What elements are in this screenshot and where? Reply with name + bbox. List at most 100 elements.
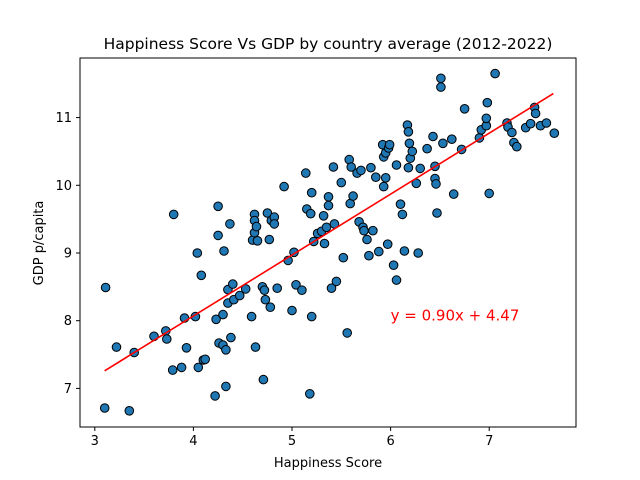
data-point (168, 209, 179, 220)
data-point (378, 181, 389, 192)
data-point (305, 389, 315, 399)
data-point (287, 305, 297, 316)
data-point (250, 342, 261, 352)
data-point (240, 284, 251, 294)
y-tick-label: 7 (64, 382, 72, 397)
data-point (323, 192, 334, 202)
data-point (342, 328, 353, 338)
data-point (306, 311, 317, 322)
data-point (403, 127, 414, 137)
data-point (397, 209, 408, 220)
data-point (447, 134, 457, 144)
data-point (265, 302, 276, 313)
x-tick-label: 7 (485, 434, 493, 449)
regression-line (104, 92, 554, 372)
data-point (346, 162, 357, 172)
data-point (279, 181, 289, 192)
data-point (111, 342, 122, 352)
x-tick-label: 6 (386, 434, 394, 449)
data-point (259, 285, 270, 296)
data-point (436, 82, 446, 92)
data-point (323, 200, 334, 211)
data-point (431, 179, 441, 189)
data-point (326, 283, 337, 294)
data-point (407, 146, 418, 157)
data-point (391, 275, 402, 285)
data-point (251, 221, 262, 232)
data-point (318, 211, 329, 221)
data-point (305, 208, 316, 219)
data-point (388, 260, 399, 271)
data-point (272, 283, 283, 294)
data-point (549, 128, 560, 138)
data-point (399, 246, 410, 256)
data-point (428, 131, 438, 142)
data-point (484, 188, 495, 199)
data-point (507, 127, 517, 138)
y-axis-label: GDP p/capita (32, 201, 47, 286)
regression-layer (104, 92, 554, 372)
data-point (328, 162, 339, 172)
data-point (211, 314, 221, 325)
x-tick-label: 4 (189, 434, 197, 449)
data-point (228, 279, 238, 289)
y-tick-label: 9 (64, 246, 72, 261)
data-point (356, 165, 366, 176)
regression-equation-label: y = 0.90x + 4.47 (391, 307, 520, 325)
data-point (181, 343, 192, 353)
data-point (262, 208, 273, 218)
data-point (246, 311, 257, 322)
data-point (374, 246, 384, 257)
x-axis-label: Happiness Score (274, 456, 382, 471)
data-point (448, 189, 459, 199)
data-point (403, 162, 414, 173)
data-point (297, 285, 307, 296)
data-point (99, 403, 110, 413)
chart-title: Happiness Score Vs GDP by country averag… (104, 35, 553, 53)
data-point (331, 276, 342, 287)
x-tick-label: 3 (91, 434, 99, 449)
data-point (193, 362, 204, 373)
data-point (338, 252, 349, 263)
data-point (391, 160, 402, 170)
data-point (382, 239, 393, 249)
data-point (301, 168, 311, 178)
data-point (364, 250, 374, 261)
data-point (512, 141, 522, 152)
data-point (404, 138, 415, 149)
data-point (490, 68, 500, 79)
data-point (225, 219, 235, 229)
data-point (482, 97, 493, 108)
data-point (221, 345, 231, 355)
data-point (260, 294, 271, 305)
data-point (269, 219, 280, 229)
data-point (221, 381, 231, 392)
data-point (366, 162, 376, 173)
data-point (234, 290, 245, 301)
data-point (264, 234, 275, 245)
data-point (213, 230, 223, 241)
data-point (213, 201, 223, 212)
ticks-layer: 3 4 5 6 7 7 8 9 10 11 (55, 111, 493, 449)
data-point (192, 248, 203, 258)
data-point (196, 270, 207, 281)
data-point (306, 187, 317, 198)
data-point (368, 225, 378, 236)
points-layer (99, 68, 560, 416)
data-point (252, 236, 263, 246)
data-point (362, 234, 372, 245)
data-point (459, 104, 470, 114)
data-point (530, 108, 541, 119)
x-tick-label: 5 (288, 434, 296, 449)
data-point (167, 365, 178, 375)
data-point (380, 173, 391, 183)
data-point (359, 225, 369, 236)
data-point (218, 309, 228, 320)
data-point (395, 199, 406, 209)
data-point (319, 238, 330, 249)
y-tick-label: 11 (55, 111, 72, 126)
data-point (436, 73, 446, 84)
data-point (525, 118, 536, 129)
data-point (541, 118, 552, 128)
plot-frame (79, 57, 577, 428)
